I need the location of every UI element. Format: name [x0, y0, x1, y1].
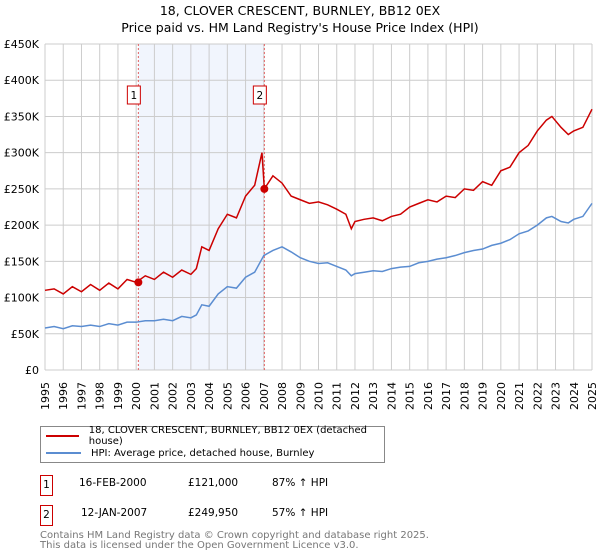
price-chart: £0 £50K £100K £150K £200K £250K £300K £350K £400…: [4, 38, 599, 410]
x-tick-label: 2020: [495, 382, 508, 410]
sale-price: £249,950: [188, 507, 239, 519]
x-tick-label: 1999: [112, 382, 125, 410]
footer: Contains HM Land Registry data © Crown c…: [40, 531, 429, 551]
x-tick-label: 2002: [167, 382, 180, 410]
x-tick-label: 1995: [39, 382, 52, 410]
annotation-label: 1: [131, 90, 138, 102]
x-tick-label: 2016: [422, 382, 435, 410]
x-tick-label: 1996: [57, 382, 70, 410]
legend: 18, CLOVER CRESCENT, BURNLEY, BB12 0EX (…: [40, 425, 385, 463]
legend-item-hpi: HPI: Average price, detached house, Burn…: [41, 445, 314, 461]
sale-hpi: 87% ↑ HPI: [272, 477, 329, 489]
series-line: [44, 108, 593, 295]
footer-line-2: This data is licensed under the Open Gov…: [40, 540, 359, 551]
y-tick-label: £250K: [4, 183, 40, 196]
chart-subtitle: Price paid vs. HM Land Registry's House …: [121, 20, 479, 35]
x-tick-label: 2025: [586, 382, 599, 410]
x-tick-label: 2024: [568, 382, 581, 410]
x-tick-label: 2008: [276, 382, 289, 410]
sale-date: 12-JAN-2007: [81, 507, 148, 519]
x-tick-label: 2022: [531, 382, 544, 410]
x-tick-label: 1997: [75, 382, 88, 410]
annotation-box: [252, 85, 267, 105]
x-tick-label: 2004: [203, 382, 216, 410]
y-tick-label: £450K: [4, 38, 40, 51]
x-tick-label: 2001: [148, 382, 161, 410]
x-tick-label: 2007: [258, 382, 271, 410]
x-tick-label: 2005: [221, 382, 234, 410]
sale-point: [134, 278, 143, 287]
y-tick-label: £150K: [4, 255, 40, 268]
chart-title: 18, CLOVER CRESCENT, BURNLEY, BB12 0EX: [159, 3, 441, 18]
sale-point: [260, 184, 269, 193]
x-tick-label: 2021: [513, 382, 526, 410]
y-tick-label: £350K: [4, 110, 40, 123]
x-tick-label: 2019: [477, 382, 490, 410]
x-tick-label: 2000: [130, 382, 143, 410]
sale-badge: 2: [40, 505, 53, 526]
y-tick-label: £200K: [4, 219, 40, 232]
y-tick-label: £400K: [4, 74, 40, 87]
x-tick-label: 2018: [458, 382, 471, 410]
x-tick-label: 2013: [367, 382, 380, 410]
y-tick-label: £50K: [11, 328, 40, 341]
footer-line-1: Contains HM Land Registry data © Crown c…: [40, 530, 429, 541]
x-tick-label: 1998: [94, 382, 107, 410]
x-tick-label: 2006: [240, 382, 253, 410]
x-tick-label: 2012: [349, 382, 362, 410]
legend-swatch-blue: [46, 452, 81, 454]
x-tick-label: 2011: [331, 382, 344, 410]
sale-date: 16-FEB-2000: [79, 477, 147, 489]
sale-hpi: 57% ↑ HPI: [272, 507, 329, 519]
y-tick-label: £0: [25, 364, 39, 377]
legend-label: HPI: Average price, detached house, Burn…: [91, 447, 315, 459]
x-tick-label: 2010: [313, 382, 326, 410]
x-tick-label: 2017: [440, 382, 453, 410]
x-tick-label: 2003: [185, 382, 198, 410]
x-tick-label: 2015: [404, 382, 417, 410]
shaded-period: [138, 44, 265, 370]
legend-swatch-red: [46, 435, 79, 437]
y-tick-label: £100K: [4, 292, 40, 305]
annotation-label: 2: [257, 90, 264, 102]
y-tick-label: £300K: [4, 147, 40, 160]
sale-price: £121,000: [188, 477, 239, 489]
annotation-box: [126, 85, 141, 105]
sale-badge: 1: [40, 475, 53, 496]
x-tick-label: 2014: [385, 382, 398, 410]
legend-label: 18, CLOVER CRESCENT, BURNLEY, BB12 0EX (…: [88, 425, 367, 447]
x-tick-label: 2009: [294, 382, 307, 410]
legend-item-property: 18, CLOVER CRESCENT, BURNLEY, BB12 0EX (…: [41, 425, 384, 447]
series-line: [44, 202, 593, 330]
x-tick-label: 2023: [550, 382, 563, 410]
